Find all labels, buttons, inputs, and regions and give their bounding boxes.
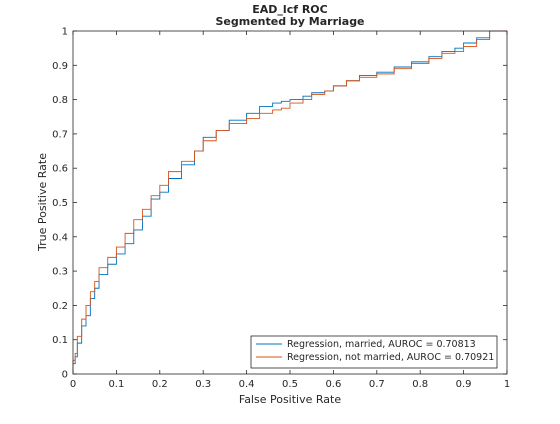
x-tick-label: 0.5	[282, 379, 298, 390]
y-tick-label: 0.8	[52, 95, 68, 106]
legend: Regression, married, AUROC = 0.70813 Regr…	[250, 335, 498, 369]
y-tick-label: 0.5	[52, 198, 68, 209]
y-tick-label: 0.9	[52, 61, 68, 72]
chart-subtitle: Segmented by Marriage	[215, 15, 364, 28]
x-axis: 0 0.1 0.2 0.3 0.4 0.5 0.6 0.7 0.8 0.9 1	[70, 31, 510, 390]
y-tick-label: 0.3	[52, 267, 68, 278]
y-tick-label: 1	[62, 27, 68, 38]
y-tick-label: 0.6	[52, 164, 68, 175]
legend-label-not-married: Regression, not married, AUROC = 0.70921	[287, 352, 494, 363]
legend-box	[250, 335, 498, 369]
x-axis-label: False Positive Rate	[239, 393, 341, 406]
y-axis-label: True Positive Rate	[36, 153, 49, 252]
series-layer	[72, 30, 507, 374]
legend-label-married: Regression, married, AUROC = 0.70813	[287, 339, 476, 350]
x-tick-label: 0.1	[108, 379, 124, 390]
chart-title: EAD_lcf ROC	[252, 3, 327, 16]
x-tick-label: 0.3	[195, 379, 211, 390]
x-tick-label: 0.9	[456, 379, 472, 390]
y-tick-label: 0.1	[52, 335, 68, 346]
y-tick-label: 0	[62, 370, 68, 381]
x-tick-label: 1	[504, 379, 510, 390]
x-tick-label: 0	[70, 379, 76, 390]
x-tick-label: 0.6	[325, 379, 341, 390]
y-tick-label: 0.2	[52, 301, 68, 312]
x-tick-label: 0.7	[369, 379, 385, 390]
plot-area	[73, 31, 507, 374]
x-tick-label: 0.8	[412, 379, 428, 390]
x-tick-label: 0.4	[239, 379, 255, 390]
y-axis: 0 0.1 0.2 0.3 0.4 0.5 0.6 0.7 0.8 0.9 1	[52, 27, 507, 381]
y-tick-label: 0.7	[52, 129, 68, 140]
y-tick-label: 0.4	[52, 232, 68, 243]
x-tick-label: 0.2	[152, 379, 168, 390]
series-line-not-married	[72, 30, 507, 374]
